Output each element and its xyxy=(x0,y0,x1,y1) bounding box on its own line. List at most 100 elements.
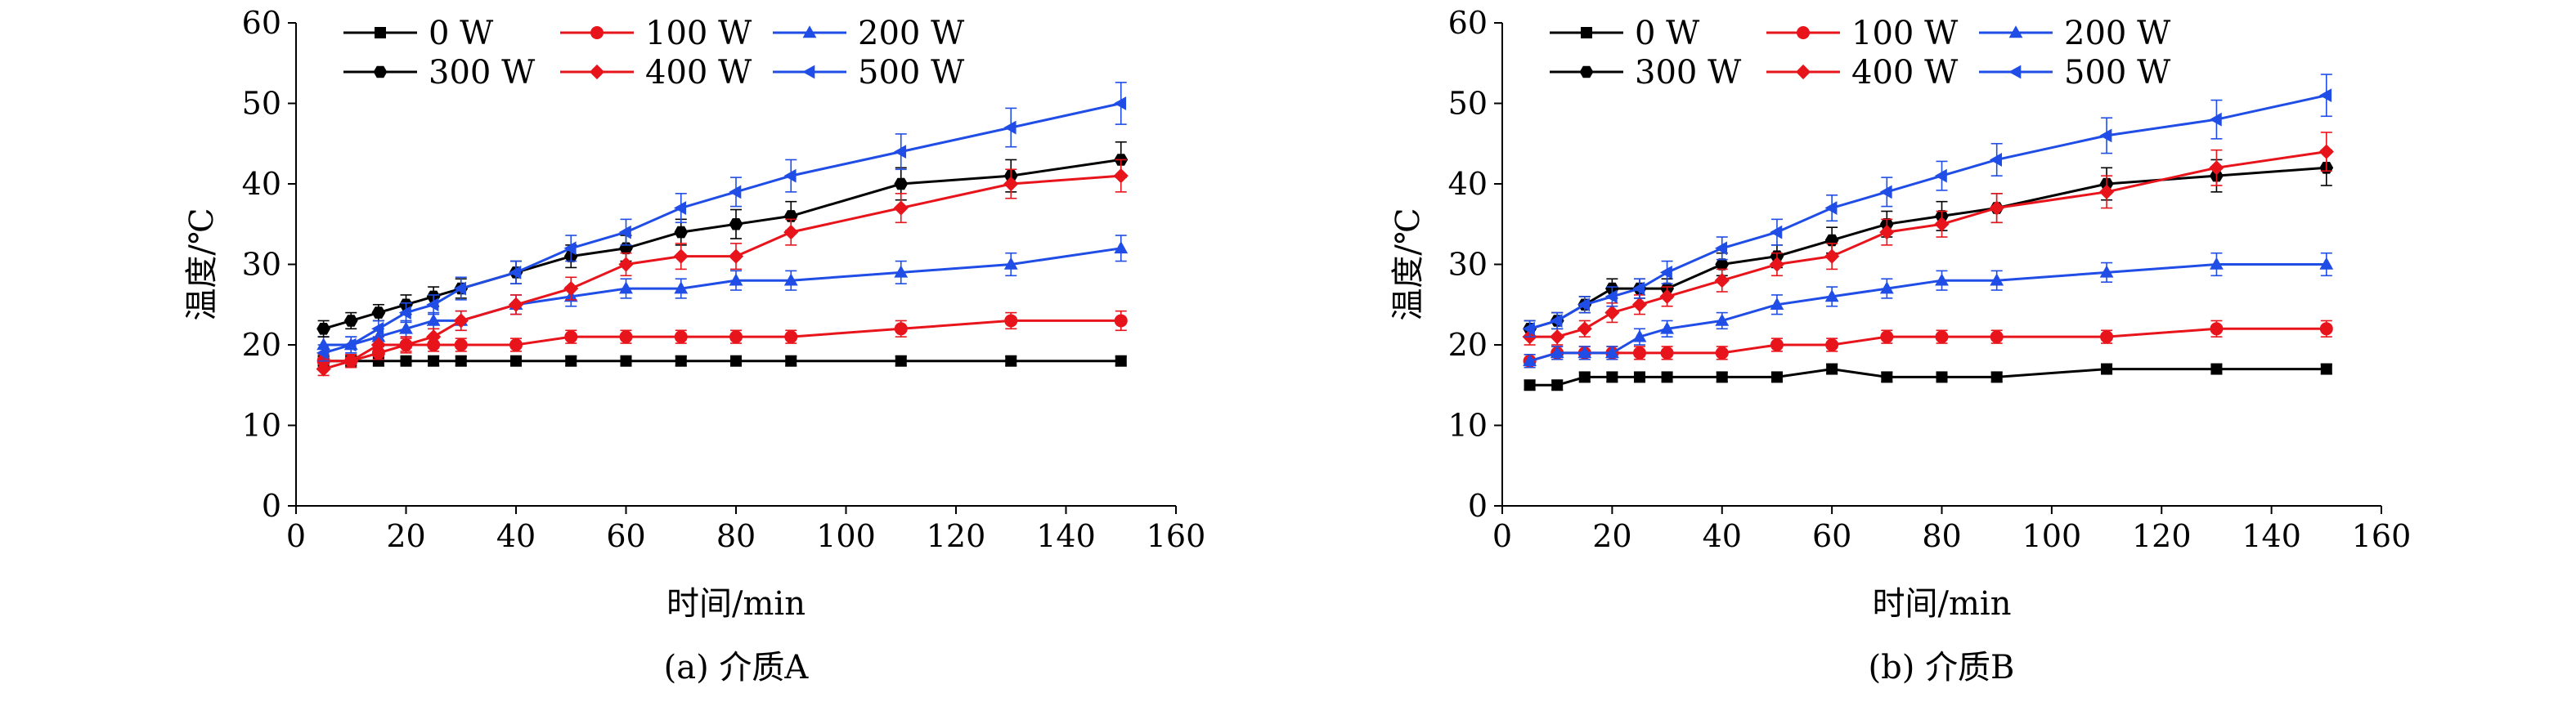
data-point xyxy=(2209,112,2222,127)
data-point xyxy=(1936,371,1948,383)
data-point xyxy=(1715,346,1729,360)
data-point xyxy=(1604,346,1619,359)
series-100w xyxy=(1523,320,2333,369)
panel-b: 0 10 20 30 40 50 60 0 20 40 60 80 100 120 140 160 时间/min… xyxy=(1389,5,2411,686)
y-tick-label: 50 xyxy=(1448,86,1488,122)
data-point xyxy=(1523,353,1537,366)
data-point xyxy=(1824,248,1840,264)
x-tick-label: 160 xyxy=(2352,518,2412,554)
data-point xyxy=(343,353,359,369)
series-0w xyxy=(317,355,1127,367)
data-point xyxy=(729,185,742,199)
data-point xyxy=(1770,225,1783,239)
x-tick-label: 120 xyxy=(2132,518,2192,554)
legend-marker xyxy=(802,65,815,79)
x-tick-label: 120 xyxy=(927,518,986,554)
data-point xyxy=(509,338,523,351)
legend-label: 500 W xyxy=(2064,54,2170,92)
series-line xyxy=(323,319,1121,363)
data-point xyxy=(620,355,632,367)
data-point xyxy=(399,321,413,334)
data-point xyxy=(2210,322,2224,336)
panel-caption: (b) 介质B xyxy=(1869,649,2015,686)
data-point xyxy=(1714,273,1730,288)
series-400w xyxy=(316,159,1129,377)
legend-item: 500 W xyxy=(1979,54,2170,92)
data-point xyxy=(1880,330,1894,344)
data-point xyxy=(1661,371,1673,383)
data-point xyxy=(1114,241,1129,254)
x-tick-label: 0 xyxy=(1492,518,1512,554)
data-point xyxy=(1879,185,1892,199)
x-tick-label: 140 xyxy=(2242,518,2301,554)
data-point xyxy=(1769,257,1785,272)
data-point xyxy=(1660,321,1674,334)
data-point xyxy=(895,355,907,367)
series-line xyxy=(1529,94,2327,330)
y-tick-label: 20 xyxy=(242,327,281,363)
data-point xyxy=(2319,88,2332,103)
legend-item: 100 W xyxy=(560,15,752,52)
data-point xyxy=(1632,329,1647,342)
panel-caption: (a) 介质A xyxy=(664,649,810,686)
series-line xyxy=(323,102,1122,355)
legend: 0 W 100 W 200 W 300 W 400 W 500 W xyxy=(343,15,964,92)
data-point xyxy=(1633,371,1645,383)
data-point xyxy=(1115,355,1127,367)
data-point xyxy=(1577,321,1592,337)
series-line xyxy=(1529,166,2327,330)
data-point xyxy=(1606,371,1618,383)
data-point xyxy=(1989,153,2002,167)
data-point xyxy=(398,337,414,353)
series-500w xyxy=(1522,74,2332,338)
data-point xyxy=(1824,289,1839,302)
series-0w xyxy=(1524,363,2332,391)
data-point xyxy=(2101,363,2113,375)
data-point xyxy=(428,355,440,367)
data-point xyxy=(674,201,687,215)
x-tick-label: 20 xyxy=(386,518,425,554)
data-point xyxy=(1770,297,1784,311)
data-point xyxy=(1604,305,1620,320)
data-point xyxy=(1114,314,1128,328)
y-axis-title: 温度/℃ xyxy=(183,208,221,320)
legend-label: 300 W xyxy=(429,54,535,92)
data-point xyxy=(1631,297,1648,312)
data-point xyxy=(730,355,742,367)
data-point xyxy=(1934,217,1950,232)
x-tick-label: 40 xyxy=(496,518,536,554)
data-point xyxy=(426,313,441,326)
panel-a: 0 10 20 30 40 50 60 0 20 40 60 80 100 120 140 160 时间/min… xyxy=(183,5,1205,686)
series-500w xyxy=(316,82,1127,362)
data-point xyxy=(565,355,577,367)
legend-marker xyxy=(2008,25,2023,38)
data-point xyxy=(674,226,689,239)
data-point xyxy=(1879,225,1895,240)
legend-item: 500 W xyxy=(773,54,964,92)
data-point xyxy=(398,306,411,320)
legend-item: 400 W xyxy=(1766,54,1958,92)
x-axis-title: 时间/min xyxy=(666,585,806,623)
data-point xyxy=(1660,346,1674,360)
data-point xyxy=(894,322,908,336)
data-point xyxy=(1003,120,1016,135)
data-point xyxy=(1003,176,1019,192)
x-tick-label: 80 xyxy=(716,518,756,554)
data-point xyxy=(1715,258,1730,271)
x-tick-label: 100 xyxy=(2022,518,2082,554)
legend-marker xyxy=(802,25,817,38)
legend-marker xyxy=(373,65,388,78)
data-point xyxy=(1989,200,2004,216)
data-point xyxy=(893,200,909,216)
data-point xyxy=(894,177,909,190)
data-point xyxy=(619,281,633,294)
data-point xyxy=(894,265,909,278)
y-tick-label: 30 xyxy=(242,247,281,283)
data-point xyxy=(1879,281,1894,294)
series-line xyxy=(1529,263,2327,363)
y-tick-label: 40 xyxy=(1448,166,1488,202)
x-tick-label: 40 xyxy=(1703,518,1742,554)
data-point xyxy=(2099,128,2112,143)
data-point xyxy=(618,257,634,272)
data-point xyxy=(1551,379,1564,391)
